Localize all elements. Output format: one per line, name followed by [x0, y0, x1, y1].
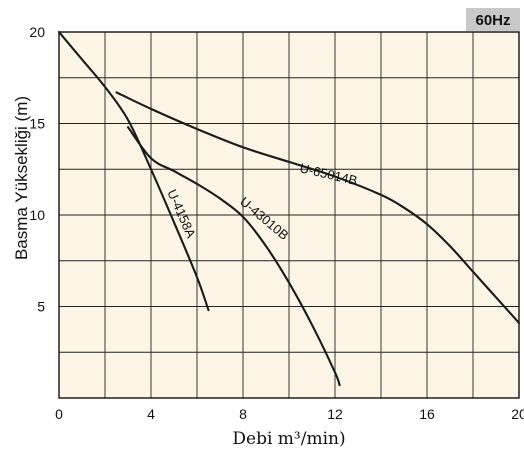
grid-lines	[59, 32, 519, 398]
x-tick-label: 16	[419, 406, 435, 422]
y-tick-label: 15	[29, 116, 45, 132]
series-line-u-4158a	[57, 30, 210, 312]
badge-background	[466, 8, 520, 31]
frequency-badge: 60Hz	[466, 8, 520, 31]
badge-label: 60Hz	[475, 12, 510, 29]
y-tick-label: 20	[29, 24, 45, 40]
y-axis-label: Basma Yüksekliği (m)	[12, 96, 31, 260]
y-tick-label: 5	[37, 299, 45, 315]
series-layer	[57, 30, 521, 387]
x-tick-label: 4	[147, 406, 155, 422]
series-line-u-65014b	[115, 91, 521, 325]
x-tick-label: 8	[239, 406, 247, 422]
series-line-u-43010b	[126, 126, 341, 387]
x-tick-label: 20	[511, 406, 524, 422]
plot-frame	[58, 31, 520, 399]
x-axis-label: Debi m³/min)	[232, 429, 345, 449]
x-tick-label: 12	[327, 406, 343, 422]
x-tick-label: 0	[55, 406, 63, 422]
y-tick-label: 10	[29, 207, 45, 223]
tick-labels: 0 4 8 12 16 20 5 10 15 20	[29, 24, 524, 422]
